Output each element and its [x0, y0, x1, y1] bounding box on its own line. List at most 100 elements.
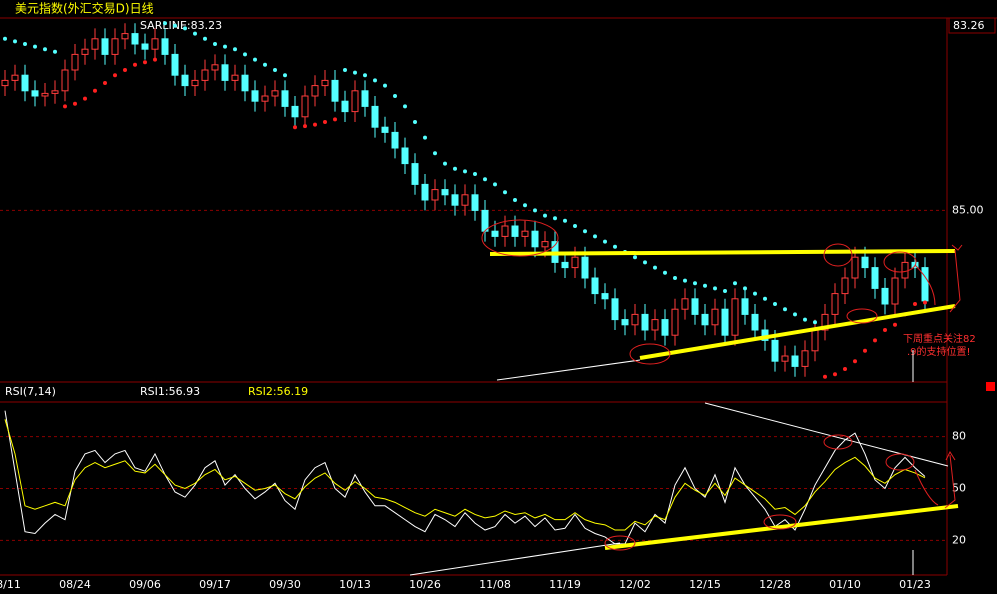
- sar-dot: [63, 104, 67, 109]
- candle-body: [441, 189, 449, 196]
- sar-dot: [653, 265, 657, 270]
- rsi-title: RSI(7,14): [5, 385, 56, 398]
- candle-body: [581, 256, 589, 279]
- sar-dot: [393, 94, 397, 98]
- candle-body: [751, 313, 759, 331]
- sar-dot: [463, 169, 467, 174]
- candle-body: [151, 38, 159, 50]
- candle-body: [71, 53, 79, 71]
- sar-dot: [353, 70, 357, 75]
- sar-dot: [823, 374, 827, 379]
- candle-body: [111, 38, 119, 55]
- candle-body: [571, 256, 579, 269]
- candle-body: [201, 69, 209, 81]
- x-tick-label: 08/11: [0, 578, 21, 591]
- sar-dot: [363, 73, 367, 78]
- sar-dot: [133, 62, 137, 67]
- last-price: 83.26: [953, 19, 985, 32]
- annotation: 下周重点关注82: [903, 332, 976, 345]
- candle-body: [641, 313, 649, 331]
- y-tick-label: 80: [952, 430, 966, 443]
- candle-body: [181, 74, 189, 87]
- candle-body: [381, 126, 389, 133]
- candle-body: [141, 43, 149, 50]
- sar-dot: [183, 26, 187, 31]
- candle-body: [841, 277, 849, 295]
- sar-dot: [833, 372, 837, 377]
- candle-body: [691, 298, 699, 315]
- sar-dot: [553, 216, 557, 221]
- candle-body: [11, 74, 19, 81]
- sar-dot: [793, 312, 797, 317]
- sar-dot: [193, 31, 197, 36]
- candle-body: [121, 33, 129, 40]
- candle-body: [651, 319, 659, 331]
- candle-body: [471, 194, 479, 211]
- sar-dot: [293, 125, 297, 130]
- candle-body: [431, 189, 439, 201]
- candle-body: [391, 131, 399, 149]
- candle-body: [681, 298, 689, 310]
- sar-dot: [773, 302, 777, 306]
- sar-dot: [73, 101, 77, 106]
- sar-dot: [123, 68, 127, 72]
- candle-body: [21, 74, 29, 92]
- sar-dot: [703, 283, 707, 288]
- candle-body: [51, 90, 59, 94]
- x-tick-label: 12/15: [689, 578, 721, 591]
- sar-dot: [483, 177, 487, 182]
- candle-body: [601, 293, 609, 300]
- candle-body: [341, 100, 349, 113]
- sar-dot: [423, 135, 427, 140]
- sar-dot: [883, 328, 887, 332]
- sar-dot: [513, 198, 517, 202]
- x-tick-label: 10/26: [409, 578, 441, 591]
- frame: [0, 17, 997, 576]
- sar-dot: [3, 36, 7, 41]
- sar-dot: [913, 302, 917, 306]
- sar-dot: [683, 278, 687, 283]
- sar-dot: [643, 260, 647, 265]
- candle-body: [41, 92, 49, 97]
- candle-body: [31, 90, 39, 97]
- sar-dot: [433, 151, 437, 156]
- sar-dot: [573, 224, 577, 228]
- candle-body: [721, 308, 729, 336]
- candle-body: [451, 194, 459, 206]
- sar-dot: [723, 289, 727, 293]
- sar-dot: [863, 348, 867, 353]
- candle-body: [291, 105, 299, 118]
- candle-body: [491, 230, 499, 237]
- sar-dot: [313, 122, 317, 127]
- candle-body: [781, 355, 789, 362]
- candle-body: [541, 241, 549, 248]
- sar-dot: [103, 81, 107, 85]
- sar-dot: [163, 21, 167, 26]
- sar-dot: [243, 52, 247, 57]
- candle-body: [241, 74, 249, 92]
- candle-body: [631, 313, 639, 326]
- candle-body: [481, 209, 489, 232]
- legend-entry: RSI2:56.19: [248, 385, 308, 398]
- sar-dot: [443, 161, 447, 166]
- candle-body: [61, 69, 69, 92]
- candle-body: [821, 313, 829, 331]
- candle-body: [591, 277, 599, 295]
- x-tick-label: 12/28: [759, 578, 791, 591]
- sar-dot: [143, 60, 147, 65]
- sar-dot: [843, 367, 847, 371]
- x-tick-label: 09/17: [199, 578, 231, 591]
- sar-dot: [283, 73, 287, 78]
- sar-dot: [263, 62, 267, 67]
- candle-body: [231, 74, 239, 81]
- candle-body: [661, 319, 669, 336]
- sar-dot: [53, 49, 57, 54]
- candle-body: [361, 90, 369, 107]
- sar-dot: [113, 73, 117, 78]
- candle-body: [221, 64, 229, 81]
- sar-dot: [343, 68, 347, 72]
- chart-title: 美元指数(外汇交易D)日线: [15, 1, 154, 16]
- hand-drawings: [409, 219, 963, 576]
- candle-body: [871, 267, 879, 289]
- sar-dot: [323, 120, 327, 124]
